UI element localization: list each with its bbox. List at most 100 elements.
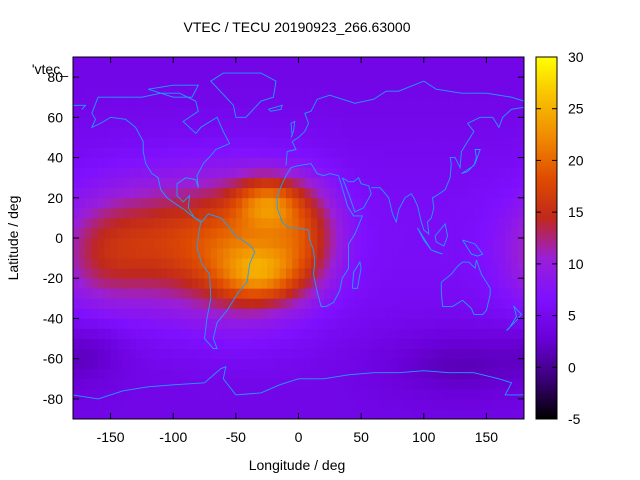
heat-cell: [217, 398, 224, 410]
heat-cell: [298, 87, 306, 98]
heat-cell: [123, 248, 130, 259]
heat-cell: [392, 217, 400, 229]
heat-cell: [141, 278, 149, 289]
heat-cell: [104, 107, 111, 118]
heat-cell: [367, 338, 375, 350]
heat-cell: [498, 227, 506, 239]
heat-cell: [392, 258, 400, 269]
heat-cell: [79, 388, 86, 400]
heat-cell: [467, 378, 475, 390]
heat-cell: [110, 378, 118, 390]
heat-cell: [123, 318, 130, 329]
heat-cell: [79, 338, 86, 350]
heat-cell: [505, 298, 512, 309]
heat-cell: [85, 107, 93, 118]
heat-cell: [329, 77, 337, 88]
heat-cell: [198, 378, 205, 390]
heat-cell: [505, 268, 512, 279]
heat-cell: [242, 227, 249, 239]
heat-cell: [336, 117, 343, 128]
heat-cell: [336, 67, 343, 78]
heat-cell: [148, 408, 155, 420]
heat-cell: [210, 127, 218, 138]
heat-cell: [298, 97, 306, 108]
heat-cell: [304, 227, 312, 239]
heat-cell: [367, 398, 375, 410]
heat-cell: [292, 368, 299, 380]
heat-cell: [166, 248, 174, 259]
heat-cell: [129, 137, 137, 148]
heat-cell: [260, 177, 268, 189]
heat-cell: [116, 117, 124, 128]
heat-cell: [267, 207, 274, 219]
heat-cell: [448, 177, 456, 189]
heat-cell: [116, 157, 124, 169]
heat-cell: [498, 298, 506, 309]
heat-cell: [417, 358, 425, 370]
heat-cell: [160, 288, 168, 299]
heat-cell: [461, 187, 469, 199]
heat-cell: [223, 408, 230, 420]
heat-cell: [279, 358, 287, 370]
heat-cell: [166, 358, 174, 370]
heat-cell: [317, 117, 324, 128]
coastline: [73, 104, 87, 110]
heat-cell: [235, 67, 243, 78]
heat-cell: [411, 398, 418, 410]
heat-cell: [198, 97, 205, 108]
heat-cell: [91, 248, 99, 259]
heat-cell: [98, 77, 105, 88]
heat-cell: [354, 348, 362, 360]
heat-cell: [273, 278, 281, 289]
heat-cell: [185, 127, 193, 138]
heat-cell: [285, 358, 293, 370]
heat-cell: [486, 227, 494, 239]
heat-cell: [379, 127, 387, 138]
heat-cell: [498, 67, 506, 78]
heat-cell: [329, 248, 337, 259]
heat-cell: [323, 368, 331, 380]
heat-cell: [204, 127, 212, 138]
heat-cell: [436, 67, 443, 78]
heat-cell: [329, 258, 337, 269]
heat-cell: [317, 127, 324, 138]
heat-cell: [260, 348, 268, 360]
heat-cell: [492, 97, 500, 108]
heat-cell: [110, 97, 118, 108]
heat-cell: [404, 388, 412, 400]
heat-cell: [379, 147, 387, 158]
heat-cell: [79, 107, 86, 118]
heat-cell: [492, 217, 500, 229]
heat-cell: [129, 107, 137, 118]
heat-cell: [348, 187, 356, 199]
heat-cell: [123, 87, 130, 98]
heat-cell: [361, 378, 368, 390]
heat-cell: [336, 318, 343, 329]
heat-cell: [311, 408, 318, 420]
heat-cell: [110, 167, 118, 179]
heat-cell: [367, 207, 375, 219]
heat-cell: [317, 217, 324, 229]
heat-cell: [505, 137, 512, 148]
heat-cell: [298, 167, 306, 179]
heat-cell: [323, 328, 331, 339]
heat-cell: [154, 117, 162, 128]
heat-cell: [166, 177, 174, 189]
heat-cell: [185, 338, 193, 350]
heat-cell: [279, 87, 287, 98]
heat-cell: [217, 57, 224, 68]
heat-cell: [505, 217, 512, 229]
heat-cell: [141, 368, 149, 380]
heat-cell: [455, 227, 462, 239]
heat-cell: [154, 338, 162, 350]
heat-cell: [311, 57, 318, 68]
colorbar-tick-label: 0: [568, 359, 576, 375]
heat-cell: [386, 107, 393, 118]
heat-cell: [135, 57, 143, 68]
heat-cell: [505, 398, 512, 410]
heat-cell: [342, 308, 350, 319]
heat-cell: [148, 268, 155, 279]
heat-cell: [436, 87, 443, 98]
heat-cell: [185, 77, 193, 88]
heat-cell: [398, 398, 406, 410]
